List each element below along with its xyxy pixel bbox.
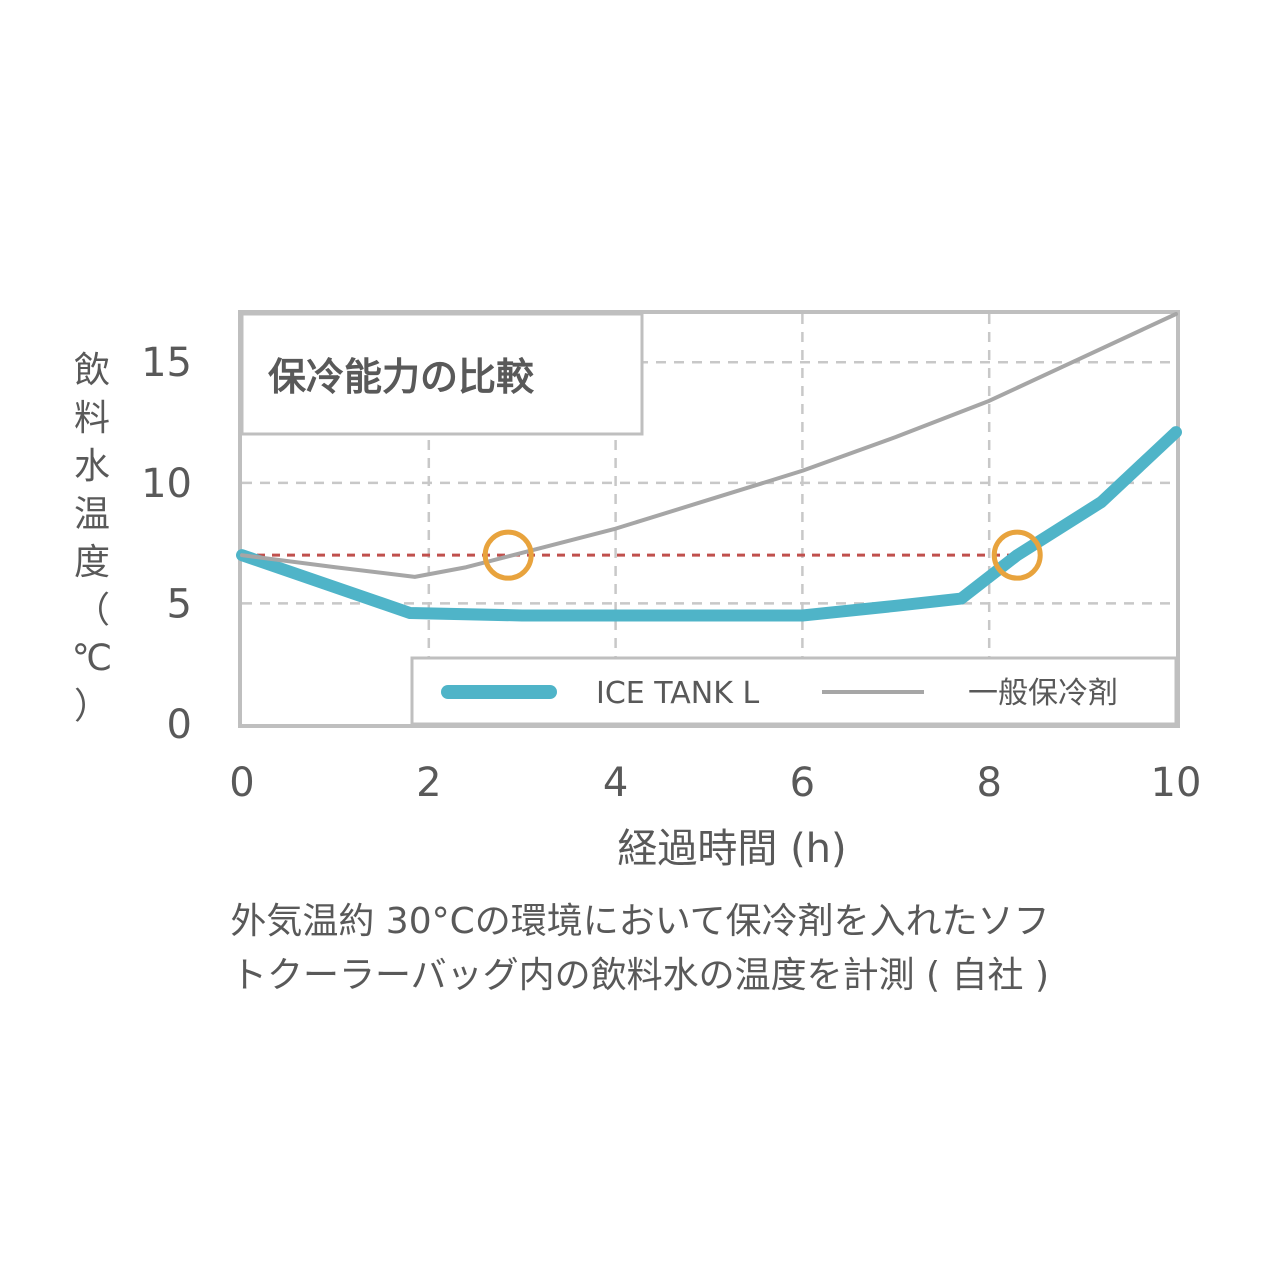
y-label-char: 温 <box>74 494 110 535</box>
y-tick-label: 5 <box>167 581 192 627</box>
marker-layer <box>482 529 1043 581</box>
grid <box>242 314 1176 724</box>
y-tick-label: 15 <box>141 340 192 386</box>
y-label-char: 度 <box>74 542 110 583</box>
series-line-1 <box>236 426 1182 622</box>
y-label-char: ℃ <box>72 638 112 679</box>
y-label-char: ） <box>74 686 110 727</box>
x-tick-label: 10 <box>1151 760 1202 806</box>
title-box <box>240 312 644 436</box>
x-tick-label: 2 <box>416 760 441 806</box>
caption-line-1: 外気温約 30°Cの環境において保冷剤を入れたソフ <box>230 901 1050 942</box>
x-axis-label: 経過時間 (h) <box>617 826 846 872</box>
y-tick-label: 10 <box>141 461 192 507</box>
highlight-marker-2 <box>991 529 1043 581</box>
series-line-2 <box>240 312 1178 579</box>
x-tick-label: 8 <box>976 760 1001 806</box>
y-tick-label: 0 <box>167 702 192 748</box>
y-label-char: 料 <box>74 398 110 439</box>
y-label-char: （ <box>74 590 110 631</box>
x-tick-label: 6 <box>790 760 815 806</box>
legend-label-general: 一般保冷剤 <box>968 676 1118 711</box>
x-axis-ticks: 0 2 4 6 8 10 <box>229 760 1201 806</box>
highlight-marker-1 <box>482 529 534 581</box>
legend: ICE TANK L 一般保冷剤 <box>441 676 1118 711</box>
legend-label-ice-tank: ICE TANK L <box>596 676 759 711</box>
series-layer <box>236 312 1182 622</box>
x-tick-label: 0 <box>229 760 254 806</box>
x-tick-label: 4 <box>603 760 628 806</box>
caption-line-2: トクーラーバッグ内の飲料水の温度を計測 ( 自社 ) <box>230 955 1050 996</box>
y-label-char: 飲 <box>74 350 110 391</box>
y-axis-ticks: 0 5 10 15 <box>141 340 192 748</box>
y-label-char: 水 <box>74 446 110 487</box>
chart-title: 保冷能力の比較 <box>268 355 535 399</box>
